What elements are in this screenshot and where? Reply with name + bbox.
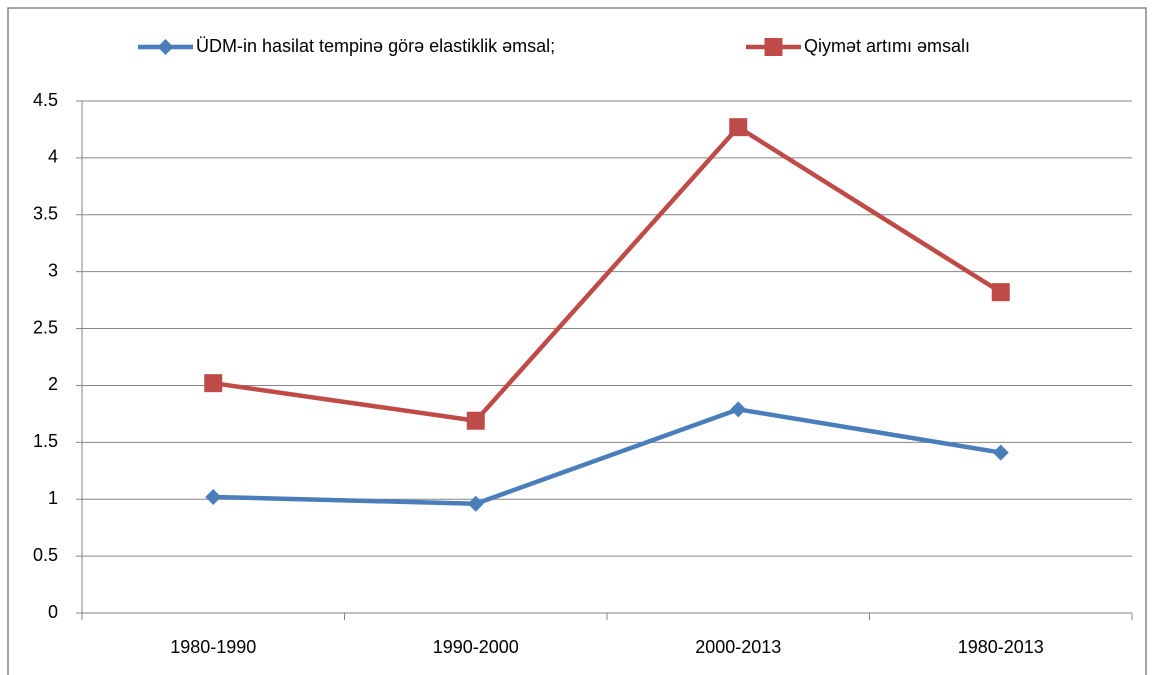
data-point bbox=[729, 118, 748, 137]
y-tick-label: 4.5 bbox=[33, 90, 58, 110]
y-tick-label: 0 bbox=[48, 602, 58, 622]
y-tick-label: 0.5 bbox=[33, 545, 58, 565]
data-point bbox=[991, 283, 1010, 302]
x-tick-label: 1980-2013 bbox=[958, 637, 1044, 657]
legend-marker bbox=[157, 39, 174, 55]
legend-label: Qiymət artımı əmsalı bbox=[804, 36, 970, 56]
y-tick-label: 4 bbox=[48, 147, 58, 167]
y-tick-label: 2.5 bbox=[33, 317, 58, 337]
chart-frame bbox=[7, 7, 1147, 675]
x-tick-label: 1990-2000 bbox=[433, 637, 519, 657]
data-point bbox=[992, 444, 1009, 461]
data-point bbox=[467, 495, 484, 512]
y-tick-label: 1.5 bbox=[33, 431, 58, 451]
y-tick-label: 3.5 bbox=[33, 204, 58, 224]
legend-marker bbox=[764, 38, 783, 56]
x-tick-label: 1980-1990 bbox=[170, 637, 256, 657]
x-tick-label: 2000-2013 bbox=[695, 637, 781, 657]
series-line bbox=[213, 407, 1002, 507]
y-tick-label: 3 bbox=[48, 260, 58, 280]
data-point bbox=[205, 488, 222, 505]
data-point bbox=[466, 411, 485, 430]
legend-label: ÜDM-in hasilat tempinə görə elastiklik ə… bbox=[196, 36, 555, 56]
y-tick-label: 1 bbox=[48, 488, 58, 508]
data-point bbox=[730, 401, 747, 418]
y-tick-label: 2 bbox=[48, 374, 58, 394]
data-point bbox=[204, 374, 223, 393]
series-line bbox=[212, 124, 1002, 423]
